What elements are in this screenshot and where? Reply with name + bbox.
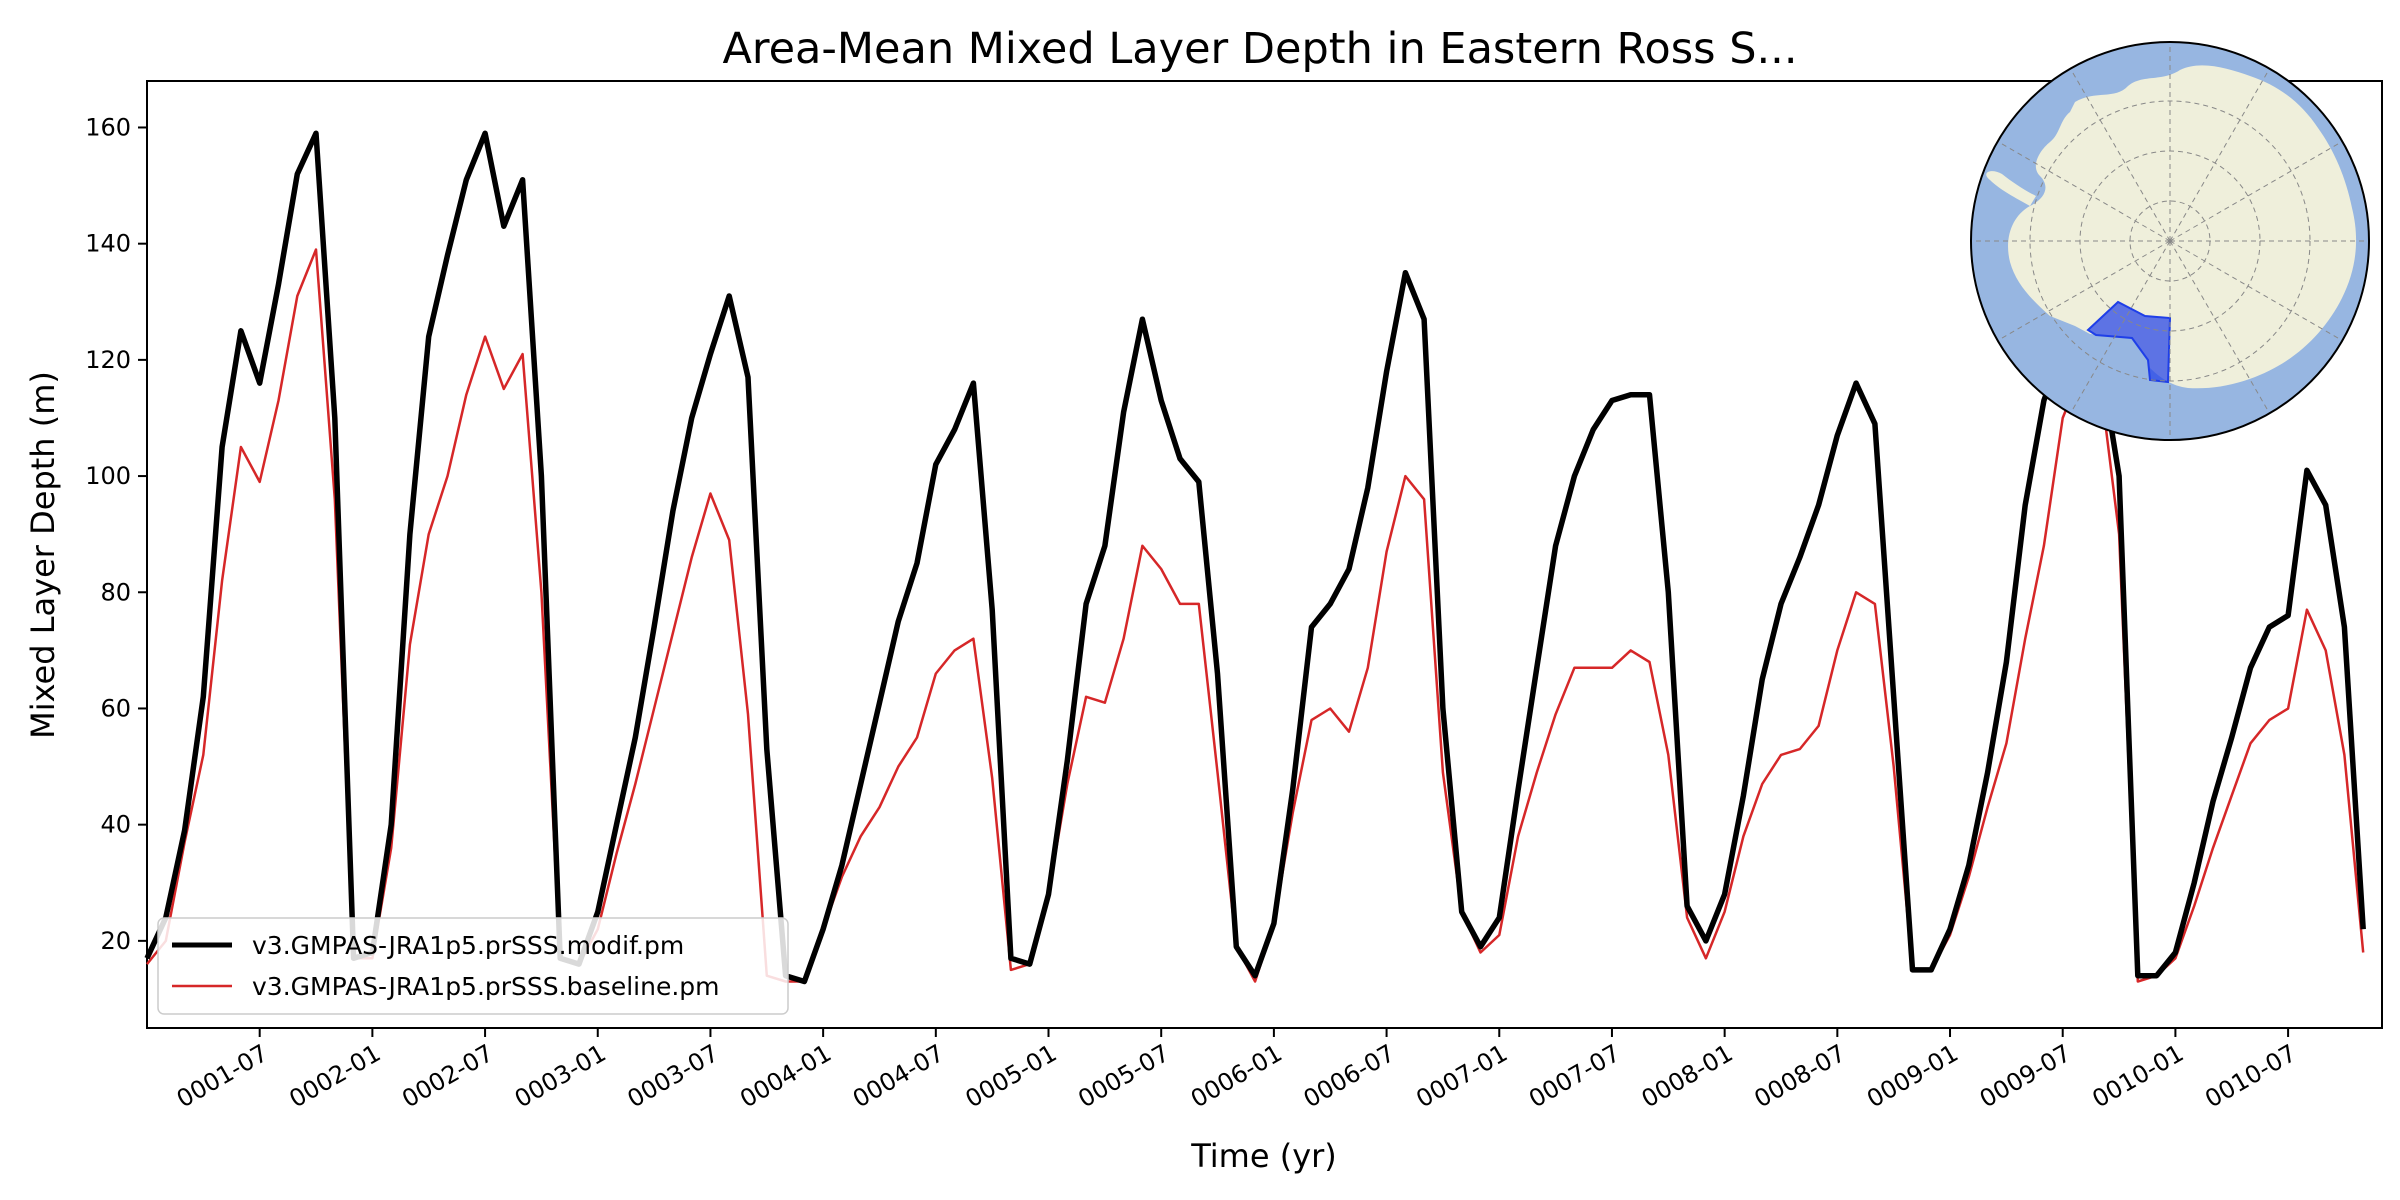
x-tick-label: 0004-01: [735, 1039, 836, 1113]
x-tick-label: 0007-01: [1411, 1039, 1512, 1113]
y-tick-label: 160: [85, 113, 131, 141]
x-tick-label: 0009-07: [1975, 1039, 2076, 1113]
y-tick-label: 140: [85, 230, 131, 258]
y-axis: 20 40 60 80 100 120 140 160: [85, 113, 147, 955]
y-tick-label: 100: [85, 462, 131, 490]
x-tick-label: 0003-01: [510, 1039, 611, 1113]
x-tick-label: 0010-07: [2200, 1039, 2301, 1113]
inset-map: [1970, 41, 2370, 441]
x-tick-label: 0008-01: [1637, 1039, 1738, 1113]
x-tick-label: 0009-01: [1862, 1039, 1963, 1113]
map-meridian: [2169, 141, 2343, 242]
chart-title: Area-Mean Mixed Layer Depth in Eastern R…: [722, 24, 1797, 74]
x-tick-label: 0006-07: [1299, 1039, 1400, 1113]
x-axis-label: Time (yr): [1190, 1137, 1337, 1175]
map-antarctica-land: [2008, 65, 2357, 389]
x-tick-label: 0004-07: [848, 1039, 949, 1113]
y-tick-label: 60: [100, 694, 131, 722]
legend-label-modif: v3.GMPAS-JRA1p5.prSSS.modif.pm: [252, 931, 684, 960]
map-meridian: [2169, 68, 2270, 242]
map-eastern-ross-region: [2086, 300, 2172, 384]
y-tick-label: 80: [100, 578, 131, 606]
y-tick-label: 40: [100, 811, 131, 839]
y-tick-label: 20: [100, 927, 131, 955]
map-border: [1970, 41, 2370, 441]
map-antarctic-peninsula: [1986, 171, 2036, 206]
map-meridian: [2169, 240, 2270, 414]
y-tick-label: 120: [85, 346, 131, 374]
map-meridian: [2070, 240, 2171, 414]
legend-label-baseline: v3.GMPAS-JRA1p5.prSSS.baseline.pm: [252, 972, 720, 1001]
plot-frame: [146, 80, 2383, 1029]
series-layer: [144, 130, 2366, 985]
series-line-baseline: [146, 248, 2365, 983]
x-tick-label: 0010-01: [2088, 1039, 2189, 1113]
x-tick-label: 0006-01: [1186, 1039, 1287, 1113]
x-axis: 0001-07 0002-01 0002-07 0003-01 0003-07 0004-…: [172, 1028, 2301, 1113]
series-line-modif: [144, 130, 2366, 985]
x-tick-label: 0005-01: [961, 1039, 1062, 1113]
x-tick-label: 0002-01: [285, 1039, 386, 1113]
x-tick-label: 0005-07: [1073, 1039, 1174, 1113]
x-tick-label: 0003-07: [623, 1039, 724, 1113]
legend-box: [157, 917, 789, 1015]
map-meridian: [2169, 240, 2343, 341]
legend: v3.GMPAS-JRA1p5.prSSS.modif.pm v3.GMPAS-…: [157, 917, 789, 1015]
x-tick-label: 0007-07: [1524, 1039, 1625, 1113]
x-tick-label: 0002-07: [397, 1039, 498, 1113]
x-tick-label: 0001-07: [172, 1039, 273, 1113]
y-axis-label: Mixed Layer Depth (m): [24, 371, 62, 739]
x-tick-label: 0008-07: [1749, 1039, 1850, 1113]
map-meridian: [1997, 141, 2171, 242]
map-meridian: [1997, 240, 2171, 341]
map-meridian: [2070, 68, 2171, 242]
